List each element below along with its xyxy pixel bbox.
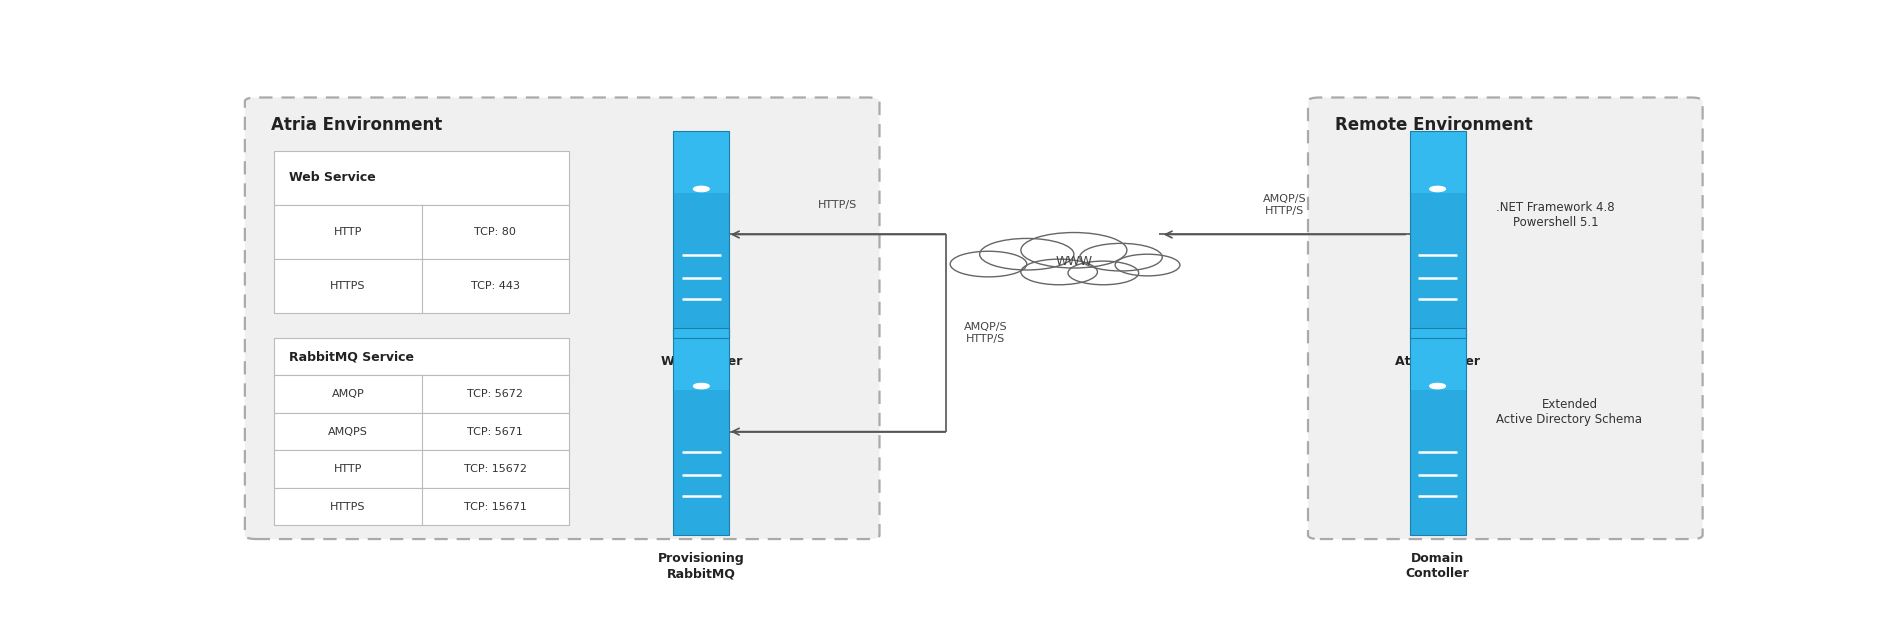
Text: HTTP: HTTP bbox=[334, 464, 363, 474]
Bar bbox=[274, 338, 568, 376]
Circle shape bbox=[1431, 383, 1446, 388]
Text: .NET Framework 4.8
Powershell 5.1: .NET Framework 4.8 Powershell 5.1 bbox=[1497, 201, 1615, 228]
Text: Extended
Active Directory Schema: Extended Active Directory Schema bbox=[1497, 398, 1642, 426]
Bar bbox=[274, 259, 568, 314]
Text: HTTPS: HTTPS bbox=[331, 502, 365, 511]
Bar bbox=[673, 328, 730, 390]
Bar bbox=[673, 131, 730, 193]
Bar bbox=[673, 328, 730, 535]
Text: Remote Environment: Remote Environment bbox=[1334, 116, 1531, 134]
Text: Web Server: Web Server bbox=[661, 355, 743, 368]
Bar bbox=[1410, 328, 1465, 390]
Circle shape bbox=[1020, 232, 1127, 268]
Bar bbox=[1410, 131, 1465, 338]
Text: HTTPS: HTTPS bbox=[331, 281, 365, 291]
FancyBboxPatch shape bbox=[245, 97, 880, 539]
Bar bbox=[274, 413, 568, 451]
Bar bbox=[274, 151, 568, 205]
Circle shape bbox=[1020, 259, 1098, 285]
Circle shape bbox=[980, 239, 1073, 270]
Text: TCP: 5672: TCP: 5672 bbox=[467, 389, 522, 399]
Text: TCP: 5671: TCP: 5671 bbox=[467, 427, 522, 436]
Text: RabbitMQ Service: RabbitMQ Service bbox=[289, 350, 414, 364]
FancyBboxPatch shape bbox=[1307, 97, 1702, 539]
Text: AMQP: AMQP bbox=[332, 389, 365, 399]
Text: HTTP: HTTP bbox=[334, 227, 363, 237]
Text: AMQP/S
HTTP/S: AMQP/S HTTP/S bbox=[1264, 194, 1307, 216]
Bar bbox=[673, 328, 730, 535]
Text: WWW: WWW bbox=[1054, 255, 1092, 268]
Bar bbox=[673, 131, 730, 338]
Text: TCP: 15671: TCP: 15671 bbox=[464, 502, 526, 511]
Text: TCP: 443: TCP: 443 bbox=[471, 281, 521, 291]
Circle shape bbox=[1115, 254, 1180, 276]
Circle shape bbox=[1079, 243, 1163, 271]
Bar bbox=[1410, 328, 1465, 535]
Text: Atria Server: Atria Server bbox=[1395, 355, 1480, 368]
Bar bbox=[1410, 131, 1465, 193]
Circle shape bbox=[694, 383, 709, 388]
Text: AMQPS: AMQPS bbox=[329, 427, 369, 436]
Bar bbox=[673, 131, 730, 338]
Text: Provisioning
RabbitMQ: Provisioning RabbitMQ bbox=[657, 552, 745, 580]
Text: AMQP/S
HTTP/S: AMQP/S HTTP/S bbox=[963, 323, 1007, 344]
Text: TCP: 80: TCP: 80 bbox=[475, 227, 517, 237]
Bar bbox=[274, 488, 568, 525]
Bar bbox=[274, 451, 568, 488]
Circle shape bbox=[1068, 261, 1138, 285]
Bar bbox=[274, 205, 568, 259]
Text: Domain
Contoller: Domain Contoller bbox=[1406, 552, 1469, 580]
Text: TCP: 15672: TCP: 15672 bbox=[464, 464, 526, 474]
Bar bbox=[1410, 328, 1465, 535]
Bar bbox=[1410, 131, 1465, 338]
Bar bbox=[274, 376, 568, 413]
Circle shape bbox=[950, 252, 1026, 277]
Text: Web Service: Web Service bbox=[289, 172, 376, 184]
Circle shape bbox=[1431, 186, 1446, 191]
Text: Atria Environment: Atria Environment bbox=[272, 116, 443, 134]
Circle shape bbox=[694, 186, 709, 191]
Text: HTTP/S: HTTP/S bbox=[817, 200, 857, 210]
